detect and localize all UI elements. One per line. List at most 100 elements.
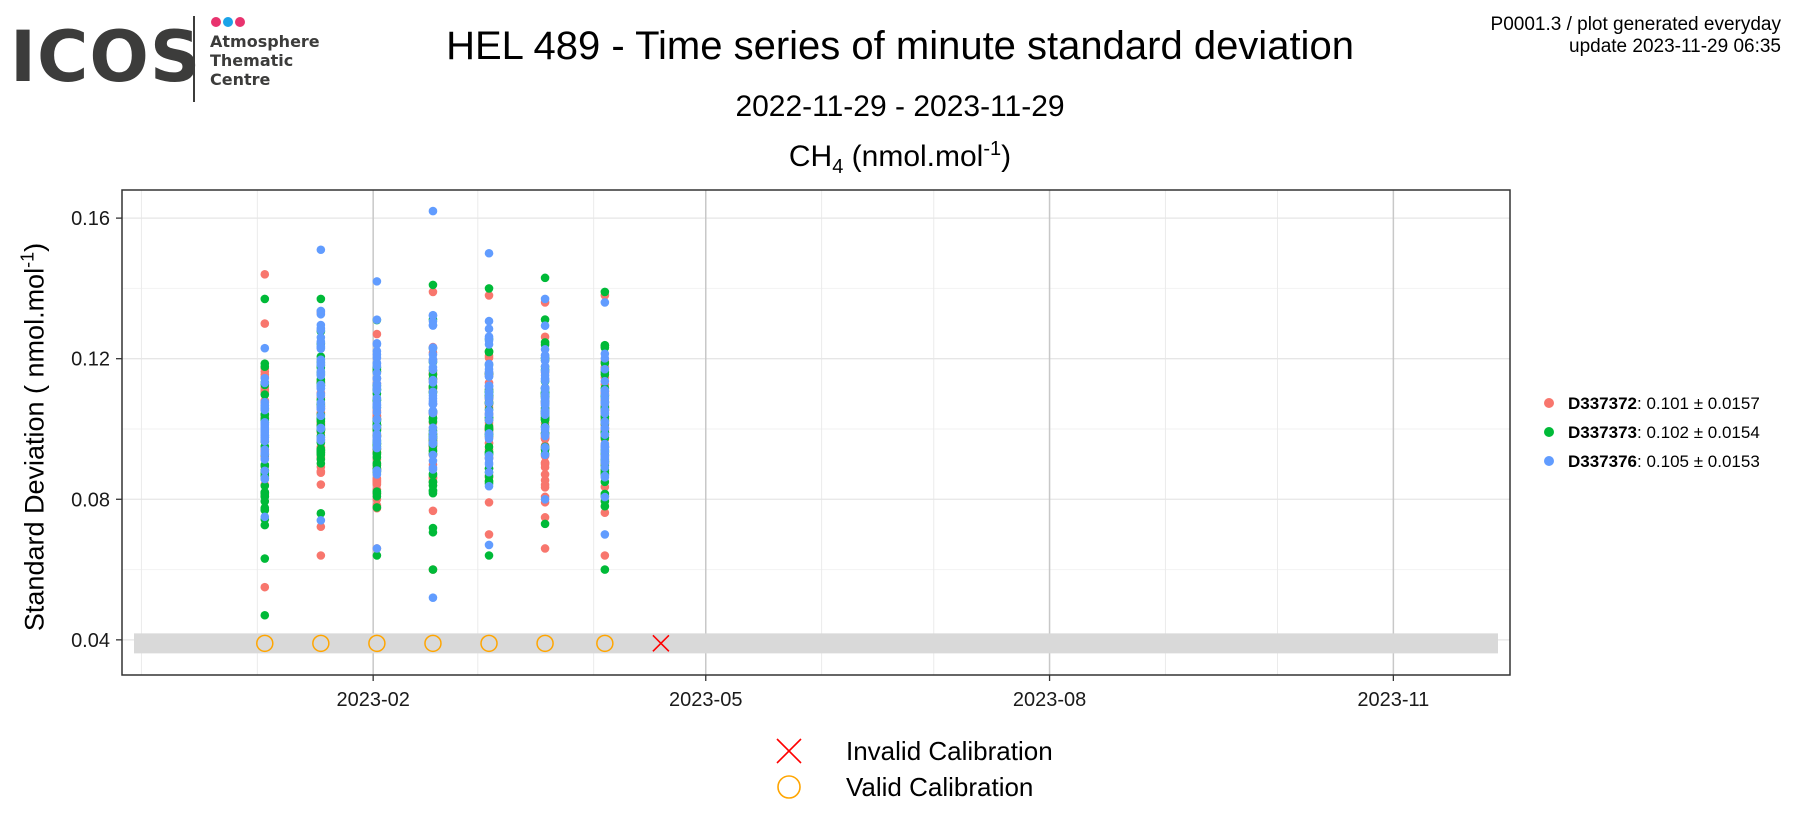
logo-subtitle-line-1: Atmosphere: [210, 32, 320, 51]
data-point-D337373: [600, 501, 610, 511]
data-point-D337376: [600, 530, 610, 539]
data-point-D337376: [484, 361, 494, 370]
data-point-D337376: [600, 430, 610, 440]
data-point-D337372: [484, 291, 494, 300]
data-point-D337372: [600, 551, 610, 560]
legend-series-name: D337372: [1568, 394, 1637, 413]
data-point-D337376: [260, 401, 270, 410]
valid-calibration-marker: [596, 634, 614, 653]
x-tick-label: 2023-08: [1013, 689, 1086, 711]
data-point-D337372: [316, 551, 326, 560]
data-point-D337372: [540, 470, 550, 479]
meta-line-1: P0001.3 / plot generated everyday: [1490, 14, 1781, 35]
legend-label-D337373: D337373: 0.102 ± 0.0154: [1568, 423, 1760, 442]
data-point-D337376: [600, 492, 610, 502]
data-point-D337372: [428, 506, 438, 516]
data-point-D337372: [428, 287, 438, 297]
data-point-D337373: [484, 442, 494, 452]
data-point-D337373: [260, 390, 270, 399]
data-point-D337373: [540, 519, 550, 529]
data-point-D337376: [428, 438, 438, 448]
data-point-D337376: [540, 429, 550, 439]
logo-dot-3: [235, 17, 245, 27]
data-point-D337373: [428, 487, 438, 496]
legend-series-name: D337373: [1568, 423, 1637, 442]
data-point-D337373: [540, 338, 550, 347]
data-point-D337376: [484, 453, 494, 463]
data-point-D337373: [260, 554, 270, 563]
y-tick-label: 0.12: [71, 349, 110, 371]
data-point-D337376: [428, 365, 438, 375]
logo-dot-1: [211, 17, 221, 27]
data-point-D337376: [540, 344, 550, 354]
data-point-D337372: [260, 270, 270, 279]
data-point-D337376: [428, 391, 438, 400]
data-point-D337376: [372, 379, 382, 389]
data-point-D337376: [484, 467, 494, 477]
data-point-D337376: [484, 324, 494, 334]
data-point-D337376: [372, 394, 382, 404]
logo-subtitle: Atmosphere Thematic Centre: [210, 32, 320, 89]
data-point-D337376: [540, 350, 550, 360]
legend-series-stats: : 0.101 ± 0.0157: [1637, 394, 1760, 413]
data-point-D337376: [260, 343, 270, 353]
x-axis-ticks: 2023-02 2023-05 2023-08 2023-11: [336, 675, 1429, 711]
data-point-D337376: [316, 433, 326, 442]
data-point-D337376: [372, 368, 382, 378]
cross-stroke: [652, 634, 670, 652]
cross-stroke: [776, 738, 802, 764]
data-point-D337376: [484, 372, 494, 381]
data-point-D337376: [316, 391, 326, 400]
data-point-D337376: [484, 393, 494, 402]
meta-line-2: update 2023-11-29 06:35: [1569, 36, 1781, 57]
data-point-D337376: [484, 381, 494, 390]
data-point-D337376: [540, 443, 550, 452]
legend-label-D337376: D337376: 0.105 ± 0.0153: [1568, 452, 1760, 471]
data-point-D337376: [484, 248, 494, 258]
data-point-D337376: [540, 450, 550, 460]
data-point-D337372: [316, 522, 326, 532]
data-point-D337376: [372, 339, 382, 348]
legend-label-D337372: D337372: 0.101 ± 0.0157: [1568, 394, 1760, 413]
logo-dots: [211, 17, 245, 27]
data-point-D337373: [428, 523, 438, 533]
page-title: HEL 489 - Time series of minute standard…: [446, 24, 1354, 68]
calibration-legend-label: Invalid Calibration: [846, 736, 1053, 766]
data-point-D337376: [428, 450, 438, 460]
data-point-D337376: [540, 423, 550, 432]
chart-title-species: CH: [788, 140, 833, 173]
data-point-D337376: [372, 466, 382, 476]
data-point-D337376: [600, 376, 610, 386]
data-point-D337372: [540, 458, 550, 468]
data-point-D337372: [600, 508, 610, 518]
chart-title-close: ): [1001, 140, 1012, 173]
data-point-D337376: [484, 332, 494, 341]
data-point-D337376: [316, 344, 326, 353]
data-point-D337373: [316, 509, 326, 518]
valid-calibration-marker: [256, 634, 274, 653]
data-point-D337376: [260, 378, 270, 388]
legend-series-stats: : 0.105 ± 0.0153: [1637, 452, 1760, 471]
data-point-D337373: [484, 347, 494, 356]
data-point-D337376: [372, 277, 382, 286]
data-point-D337376: [316, 402, 326, 411]
data-point-D337373: [540, 273, 550, 283]
data-point-D337376: [316, 358, 326, 368]
data-point-D337373: [372, 503, 382, 512]
y-tick-label: 0.04: [71, 630, 110, 652]
data-point-D337376: [600, 458, 610, 468]
invalid-calibration-marker: [652, 634, 670, 652]
data-point-D337373: [316, 294, 326, 304]
data-point-D337373: [260, 497, 270, 506]
data-point-D337376: [316, 306, 326, 316]
data-point-D337372: [260, 319, 270, 328]
icos-logo: ICOS Atmosphere Thematic Centre: [10, 12, 320, 102]
chart-title-species-subscript: 4: [832, 156, 844, 178]
data-point-D337376: [372, 414, 382, 424]
data-point-D337376: [600, 451, 610, 460]
data-point-D337373: [600, 341, 610, 351]
data-point-D337373: [540, 315, 550, 324]
valid-calibration-marker: [312, 634, 330, 653]
calibration-markers: [256, 634, 670, 653]
